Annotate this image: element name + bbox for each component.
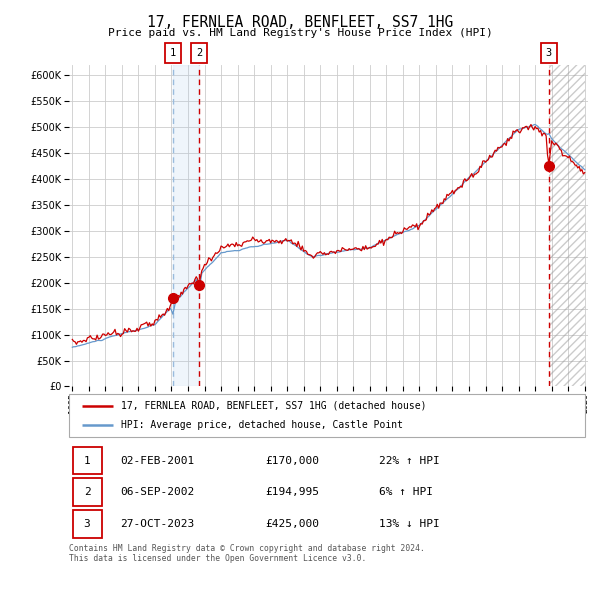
Text: 22% ↑ HPI: 22% ↑ HPI [379,455,439,466]
Text: 3: 3 [545,48,552,58]
Text: 1: 1 [83,455,91,466]
Text: Contains HM Land Registry data © Crown copyright and database right 2024.
This d: Contains HM Land Registry data © Crown c… [69,544,425,563]
Text: £425,000: £425,000 [265,519,319,529]
Text: £194,995: £194,995 [265,487,319,497]
Text: 6% ↑ HPI: 6% ↑ HPI [379,487,433,497]
Text: 02-FEB-2001: 02-FEB-2001 [121,455,195,466]
FancyBboxPatch shape [164,43,181,63]
Text: Price paid vs. HM Land Registry's House Price Index (HPI): Price paid vs. HM Land Registry's House … [107,28,493,38]
FancyBboxPatch shape [73,447,101,474]
Text: 27-OCT-2023: 27-OCT-2023 [121,519,195,529]
Text: 17, FERNLEA ROAD, BENFLEET, SS7 1HG (detached house): 17, FERNLEA ROAD, BENFLEET, SS7 1HG (det… [121,401,426,411]
Text: 2: 2 [83,487,91,497]
Text: 06-SEP-2002: 06-SEP-2002 [121,487,195,497]
FancyBboxPatch shape [191,43,207,63]
Text: 1: 1 [170,48,176,58]
FancyBboxPatch shape [73,510,101,538]
Text: HPI: Average price, detached house, Castle Point: HPI: Average price, detached house, Cast… [121,419,403,430]
Text: 2: 2 [196,48,202,58]
FancyBboxPatch shape [73,478,101,506]
Text: £170,000: £170,000 [265,455,319,466]
Text: 13% ↓ HPI: 13% ↓ HPI [379,519,439,529]
Text: 17, FERNLEA ROAD, BENFLEET, SS7 1HG: 17, FERNLEA ROAD, BENFLEET, SS7 1HG [147,15,453,30]
Text: 3: 3 [83,519,91,529]
FancyBboxPatch shape [541,43,557,63]
Bar [548,65,584,386]
Bar [173,65,199,386]
